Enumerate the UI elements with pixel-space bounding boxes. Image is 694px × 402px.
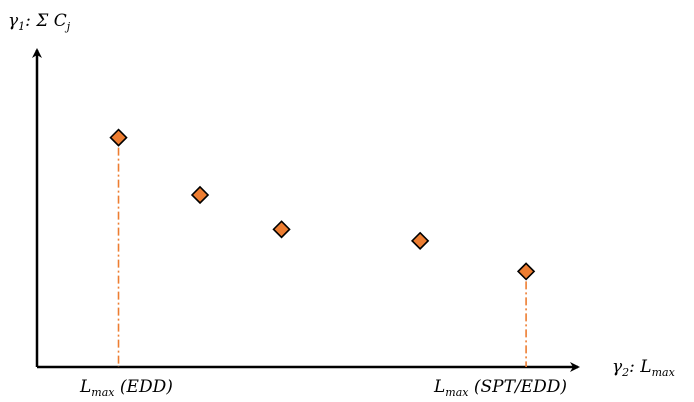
annotation-lmax-edd: Lmax (EDD)	[79, 377, 173, 399]
data-point-3	[272, 220, 291, 239]
data-point-2	[190, 185, 210, 205]
data-point-1	[109, 128, 128, 147]
droplines	[117, 147, 527, 367]
data-point-5	[516, 262, 536, 281]
y-axis-label: γ1: Σ Cj	[8, 11, 71, 33]
data-point-4	[410, 231, 430, 250]
annotation-lmax-spt-edd: Lmax (SPT/EDD)	[433, 377, 567, 399]
data-points	[109, 128, 536, 281]
x-axis-label: γ2: Lmax	[612, 357, 676, 379]
